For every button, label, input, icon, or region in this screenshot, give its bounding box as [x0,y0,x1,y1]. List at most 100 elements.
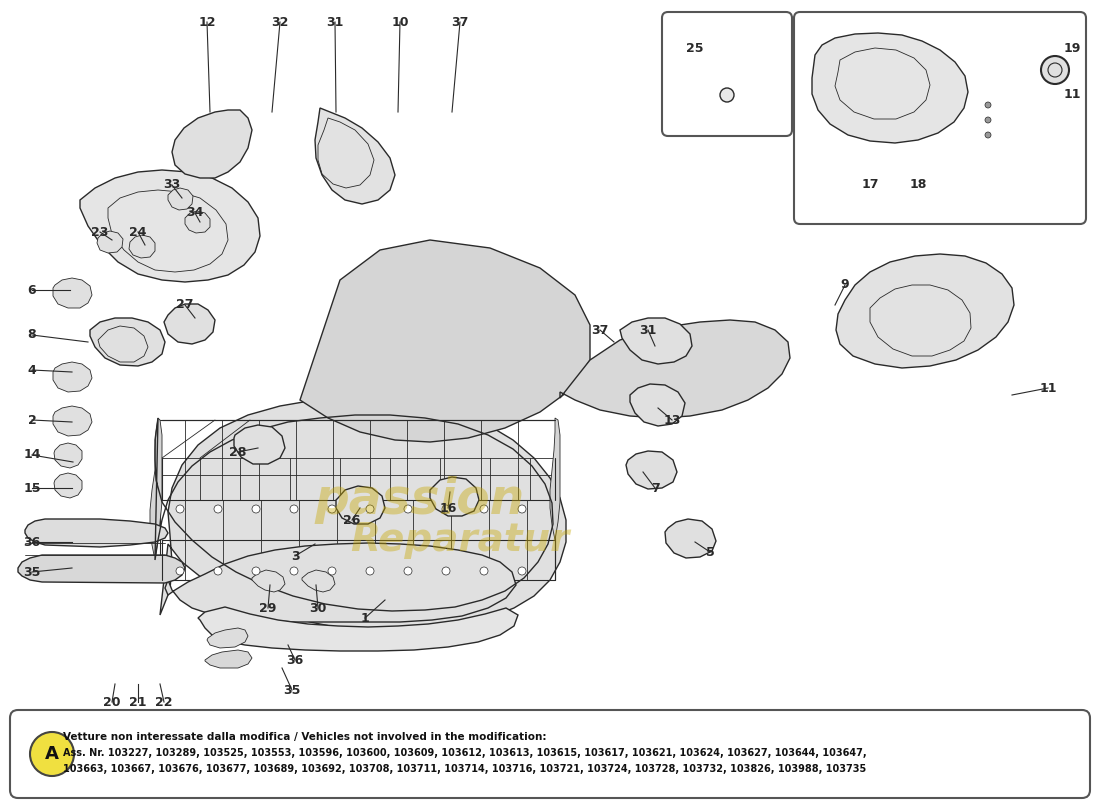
Text: 9: 9 [840,278,849,291]
Circle shape [984,102,991,108]
FancyBboxPatch shape [662,12,792,136]
Polygon shape [53,278,92,308]
Text: 37: 37 [592,323,608,337]
Text: 24: 24 [130,226,146,238]
Polygon shape [300,240,590,442]
Text: 36: 36 [23,535,41,549]
Text: 30: 30 [309,602,327,614]
Polygon shape [620,318,692,364]
Text: 31: 31 [639,323,657,337]
Text: 11: 11 [1040,382,1057,394]
Text: 103663, 103667, 103676, 103677, 103689, 103692, 103708, 103711, 103714, 103716, : 103663, 103667, 103676, 103677, 103689, … [63,764,867,774]
Polygon shape [97,231,123,253]
Text: 19: 19 [1064,42,1080,54]
Polygon shape [53,362,92,392]
Text: 3: 3 [290,550,299,562]
Circle shape [518,505,526,513]
Text: 35: 35 [23,566,41,578]
Polygon shape [302,570,336,592]
Circle shape [30,732,74,776]
Text: 8: 8 [28,329,36,342]
Polygon shape [252,570,285,592]
Text: 29: 29 [260,602,277,614]
Circle shape [290,505,298,513]
Text: 10: 10 [392,15,409,29]
Text: 5: 5 [705,546,714,558]
Polygon shape [172,110,252,178]
Polygon shape [336,486,385,524]
Circle shape [252,505,260,513]
Circle shape [290,567,298,575]
Polygon shape [160,397,566,630]
Polygon shape [626,451,676,489]
Text: 25: 25 [686,42,704,54]
Text: 12: 12 [198,15,216,29]
Circle shape [328,505,336,513]
Text: 11: 11 [1064,89,1080,102]
Text: 33: 33 [164,178,180,191]
Text: 15: 15 [23,482,41,494]
Polygon shape [25,519,168,547]
Circle shape [984,117,991,123]
Text: Vetture non interessate dalla modifica / Vehicles not involved in the modificati: Vetture non interessate dalla modifica /… [63,732,547,742]
Polygon shape [53,406,92,436]
Text: 4: 4 [28,363,36,377]
Circle shape [984,132,991,138]
Circle shape [480,505,488,513]
Polygon shape [168,188,192,210]
Polygon shape [550,418,560,540]
Polygon shape [315,108,395,204]
Text: 2: 2 [28,414,36,426]
Polygon shape [185,211,210,233]
Polygon shape [18,555,185,583]
Polygon shape [54,443,82,468]
Polygon shape [54,473,82,498]
Circle shape [366,567,374,575]
Text: 22: 22 [155,695,173,709]
Polygon shape [836,254,1014,368]
Polygon shape [207,628,248,648]
Text: 13: 13 [663,414,681,426]
Text: 7: 7 [650,482,659,494]
Text: passion: passion [315,476,525,524]
Circle shape [442,505,450,513]
Text: Ass. Nr. 103227, 103289, 103525, 103553, 103596, 103600, 103609, 103612, 103613,: Ass. Nr. 103227, 103289, 103525, 103553,… [63,748,867,758]
Text: 36: 36 [286,654,304,666]
Circle shape [176,505,184,513]
Text: 37: 37 [451,15,469,29]
Text: 27: 27 [176,298,194,311]
Circle shape [720,88,734,102]
Text: 18: 18 [910,178,926,191]
Text: 31: 31 [327,15,343,29]
Text: 14: 14 [23,449,41,462]
Polygon shape [198,607,518,651]
Polygon shape [234,425,285,464]
Text: Reparatur: Reparatur [351,521,570,559]
FancyBboxPatch shape [10,710,1090,798]
Text: 32: 32 [272,15,288,29]
Polygon shape [90,318,165,366]
Circle shape [480,567,488,575]
Polygon shape [666,519,716,558]
FancyBboxPatch shape [794,12,1086,224]
Polygon shape [164,304,215,344]
Circle shape [176,567,184,575]
Text: 28: 28 [229,446,246,458]
Text: A: A [45,745,59,763]
Text: 1: 1 [361,611,370,625]
Polygon shape [205,650,252,668]
Text: 21: 21 [130,695,146,709]
Circle shape [404,505,412,513]
Circle shape [366,505,374,513]
Polygon shape [165,543,516,622]
Polygon shape [430,477,478,516]
Text: 20: 20 [103,695,121,709]
Text: 23: 23 [91,226,109,238]
Polygon shape [129,235,155,258]
Circle shape [1041,56,1069,84]
Circle shape [214,505,222,513]
Polygon shape [560,320,790,418]
Text: 6: 6 [28,283,36,297]
Circle shape [518,567,526,575]
Polygon shape [150,418,162,560]
